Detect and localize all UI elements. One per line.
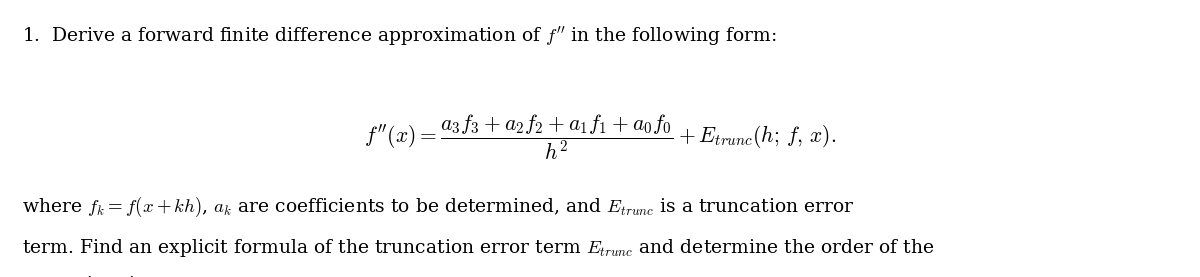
Text: approximation.: approximation. [22, 276, 164, 277]
Text: where $f_k = f(x + kh)$, $a_k$ are coefficients to be determined, and $E_{\mathi: where $f_k = f(x + kh)$, $a_k$ are coeff… [22, 195, 854, 219]
Text: $f''(x) = \dfrac{a_3 f_3 + a_2 f_2 + a_1 f_1 + a_0 f_0}{h^2} + E_{\mathit{trunc}: $f''(x) = \dfrac{a_3 f_3 + a_2 f_2 + a_1… [364, 112, 836, 162]
Text: term. Find an explicit formula of the truncation error term $E_{\mathit{trunc}}$: term. Find an explicit formula of the tr… [22, 237, 934, 259]
Text: 1.  Derive a forward finite difference approximation of $f''$ in the following f: 1. Derive a forward finite difference ap… [22, 25, 776, 48]
